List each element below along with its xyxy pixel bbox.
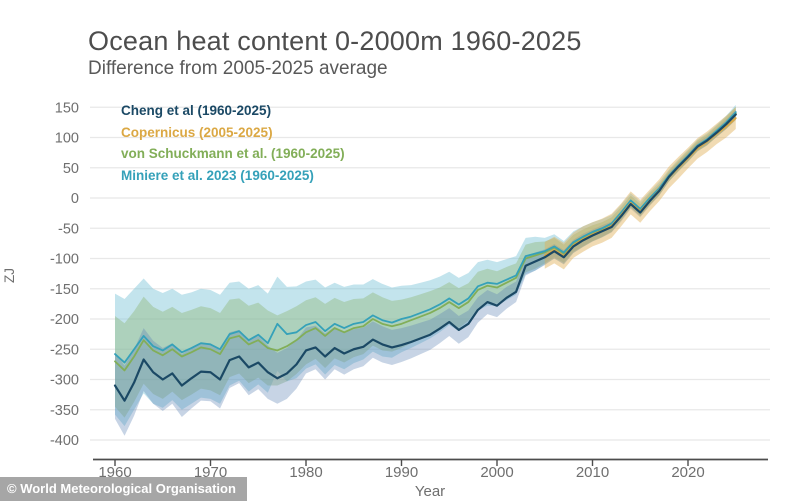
y-tick-label: -300	[50, 373, 79, 389]
chart-title: Ocean heat content 0-2000m 1960-2025	[88, 26, 582, 56]
line-cheng	[113, 113, 737, 402]
line-schuckmann	[114, 112, 737, 372]
y-tick-label: 100	[55, 131, 79, 147]
x-tick-label: 2010	[576, 464, 609, 481]
x-tick-label: 2020	[671, 464, 704, 481]
y-tick-label: -200	[50, 312, 79, 328]
legend-entry-cheng: Cheng et al (1960-2025)	[121, 100, 345, 122]
y-tick-label: -150	[50, 282, 79, 298]
legend: Cheng et al (1960-2025) Copernicus (2005…	[121, 100, 345, 186]
legend-label-cheng: Cheng et al (1960-2025)	[121, 103, 272, 118]
x-tick-label: 1990	[385, 464, 418, 481]
line-miniere	[114, 111, 737, 364]
y-tick-label: 50	[63, 161, 79, 177]
x-axis-label: Year	[415, 483, 445, 500]
legend-label-miniere: Miniere et al. 2023 (1960-2025)	[121, 167, 314, 183]
band-miniere	[115, 104, 736, 427]
x-tick-label: 2000	[480, 464, 513, 481]
legend-label-copernicus: Copernicus (2005-2025)	[121, 124, 273, 140]
y-tick-label: 150	[55, 100, 79, 116]
y-tick-label: -400	[50, 433, 79, 449]
legend-entry-copernicus: Copernicus (2005-2025)	[121, 122, 345, 144]
y-tick-label: -100	[50, 252, 79, 268]
watermark: © World Meteorological Organisation	[0, 477, 247, 501]
legend-label-schuckmann: von Schuckmann et al. (1960-2025)	[121, 146, 345, 161]
y-tick-label: 0	[71, 191, 79, 207]
legend-entry-schuckmann: von Schuckmann et al. (1960-2025)	[121, 143, 345, 165]
band-copernicus	[544, 107, 736, 270]
x-tick-label: 1960	[98, 464, 131, 481]
legend-entry-miniere: Miniere et al. 2023 (1960-2025)	[121, 165, 345, 187]
chart-subtitle: Difference from 2005-2025 average	[88, 58, 388, 79]
y-tick-label: -350	[50, 403, 79, 419]
y-tick-label: -250	[50, 342, 79, 358]
y-tick-label: -50	[58, 221, 79, 237]
x-tick-label: 1970	[194, 464, 227, 481]
x-tick-label: 1980	[289, 464, 322, 481]
band-cheng	[115, 109, 736, 436]
y-axis-label: ZJ	[2, 268, 17, 283]
